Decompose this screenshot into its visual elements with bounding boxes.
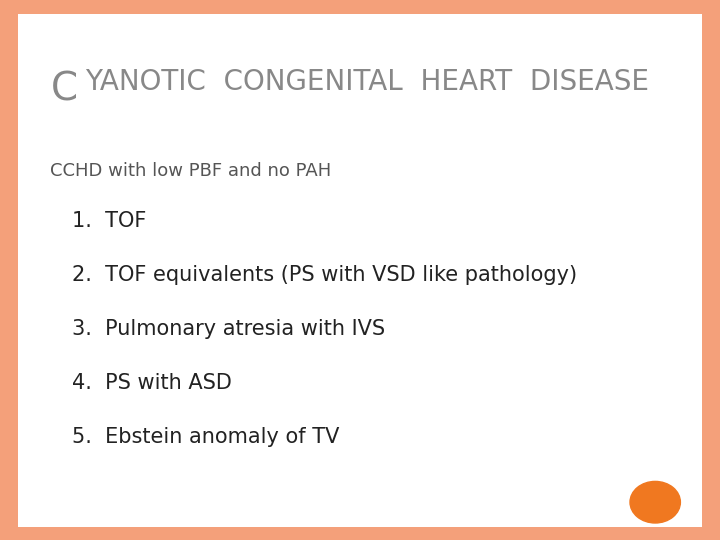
Text: C: C xyxy=(50,70,78,108)
Text: CCHD with low PBF and no PAH: CCHD with low PBF and no PAH xyxy=(50,162,332,180)
Text: 3.  Pulmonary atresia with IVS: 3. Pulmonary atresia with IVS xyxy=(72,319,385,339)
Text: 4.  PS with ASD: 4. PS with ASD xyxy=(72,373,232,393)
Text: YANOTIC  CONGENITAL  HEART  DISEASE: YANOTIC CONGENITAL HEART DISEASE xyxy=(85,68,649,96)
Text: 5.  Ebstein anomaly of TV: 5. Ebstein anomaly of TV xyxy=(72,427,339,447)
Text: 1.  TOF: 1. TOF xyxy=(72,211,146,231)
Text: 2.  TOF equivalents (PS with VSD like pathology): 2. TOF equivalents (PS with VSD like pat… xyxy=(72,265,577,285)
Ellipse shape xyxy=(630,482,680,523)
